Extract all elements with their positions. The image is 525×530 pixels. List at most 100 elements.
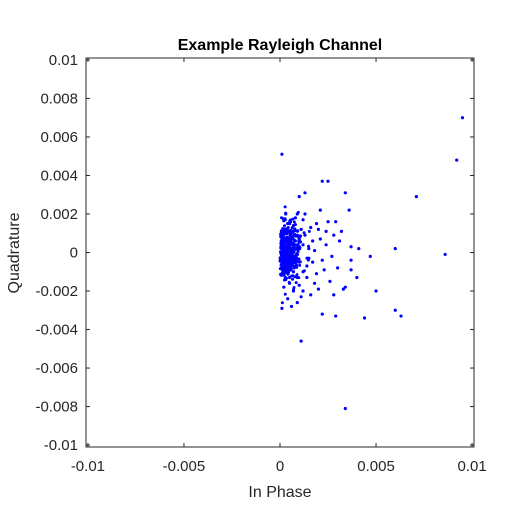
chart-title: Example Rayleigh Channel [178,37,383,54]
y-tick-label: 0.008 [40,90,78,107]
data-point [281,248,285,252]
data-point [282,272,286,276]
data-point [393,308,397,312]
data-point [303,233,307,237]
data-point [301,218,305,222]
data-point [301,270,305,274]
data-point [307,256,311,260]
data-point [337,239,342,243]
data-point [285,232,289,236]
y-tick-label: -0.006 [35,360,78,377]
data-point [443,252,447,257]
data-point [341,287,345,291]
data-point [297,260,301,264]
data-point [283,292,287,296]
data-point [284,266,288,270]
data-point [307,247,311,251]
data-point [288,218,292,222]
data-point [355,275,359,280]
data-point [281,217,285,221]
y-tick-label: 0.004 [40,167,78,184]
data-point [291,277,295,281]
data-point [280,265,284,269]
data-point [314,272,319,276]
data-point [289,260,294,264]
data-point [280,262,284,266]
data-point [286,297,290,301]
data-point [322,268,326,272]
data-point [297,283,301,287]
data-point [301,243,305,247]
data-point [295,233,299,237]
data-point [318,237,322,241]
data-point [349,268,353,272]
data-point [282,227,286,231]
data-point [295,300,299,305]
x-tick-label: 0 [276,458,284,475]
data-point [309,225,313,230]
data-point [286,266,290,270]
data-point [362,316,367,320]
x-tick-label: -0.005 [163,458,206,475]
data-point [292,220,296,224]
data-point [324,229,328,233]
data-point [302,231,306,235]
data-point [414,195,418,199]
data-point [299,339,303,343]
data-point [326,179,330,183]
data-point [349,258,353,262]
data-point [298,263,302,267]
data-point [284,256,288,260]
y-tick-label: 0.01 [49,52,78,69]
data-point [293,254,297,258]
data-point [289,241,294,245]
data-point [292,228,296,232]
data-point [316,227,321,231]
data-point [290,253,294,257]
data-point [312,248,317,253]
data-point [286,250,290,254]
data-point [291,270,296,274]
x-axis-ticks: -0.01 -0.005 0 0.005 0.01 [71,58,487,475]
data-point [320,258,324,262]
data-point [296,252,300,256]
data-point [368,254,372,258]
data-point [283,205,287,209]
data-point [282,258,286,262]
data-point [330,254,334,258]
data-point [279,229,283,233]
y-tick-label: -0.01 [44,437,78,454]
data-point [295,212,299,216]
data-point [290,238,294,242]
data-point [278,259,282,263]
data-point [332,293,336,297]
data-point [286,237,290,241]
data-point [296,250,300,254]
data-point [280,273,284,277]
data-point [280,254,284,258]
data-point [286,252,290,257]
data-point [293,257,297,261]
data-point [280,152,284,156]
data-point [288,232,292,236]
data-point [289,229,294,233]
data-point [399,314,403,318]
data-point [303,212,307,216]
data-point [292,244,296,248]
data-point [301,289,305,293]
data-point [311,260,315,264]
data-point [295,273,299,277]
data-point [393,247,397,251]
data-point [299,234,303,238]
data-point [349,245,353,249]
y-tick-label: -0.004 [35,322,78,339]
data-point [292,261,296,265]
data-point [293,239,297,243]
data-point [288,275,292,280]
data-point [297,245,301,249]
data-point [299,295,303,299]
data-point [279,231,283,235]
data-point [292,285,296,289]
data-point [293,216,297,220]
